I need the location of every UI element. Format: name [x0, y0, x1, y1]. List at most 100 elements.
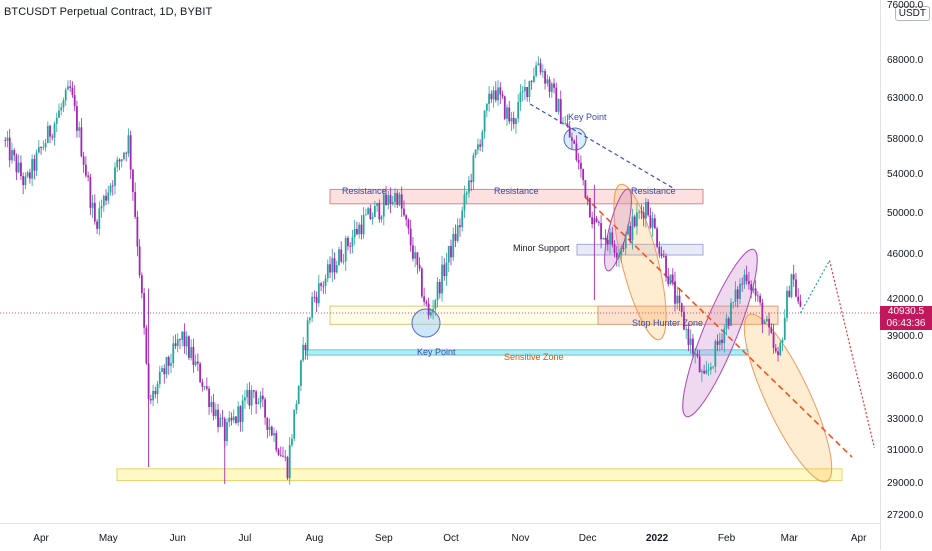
candle-body: [114, 167, 116, 186]
candle-body: [636, 212, 638, 227]
candle-body: [127, 135, 130, 154]
candle-body: [723, 328, 726, 344]
candle-body: [602, 238, 605, 240]
candle-body: [311, 296, 314, 318]
chart-area[interactable]: BTCUSDT Perpetual Contract, 1D, BYBIT Re…: [0, 0, 880, 523]
candle-body: [750, 284, 753, 291]
candle-body: [680, 303, 683, 312]
candle-body: [134, 192, 137, 217]
time-axis[interactable]: Apr May Jun Jul Aug Sep Oct Nov Dec 2022 Feb Mar Apr: [0, 523, 880, 551]
candle-body: [481, 131, 484, 147]
candle-body: [73, 95, 76, 107]
candle-body: [282, 455, 284, 457]
candle-body: [389, 195, 392, 204]
candle-body: [609, 232, 611, 245]
candle-body: [405, 215, 408, 220]
candle-body: [768, 318, 770, 328]
candle-body: [371, 217, 374, 219]
candle-body: [20, 162, 22, 177]
candle-body: [167, 357, 170, 366]
candle-body: [559, 99, 562, 124]
candle-body: [694, 353, 697, 355]
currency-badge[interactable]: USDT: [894, 6, 930, 21]
key-point-circle-bottom: [411, 308, 441, 338]
candle-body: [149, 399, 152, 401]
candle-body: [512, 117, 515, 125]
candle-body: [703, 370, 706, 374]
candle-body: [566, 123, 569, 127]
candle-body: [479, 144, 482, 147]
candle-body: [145, 327, 148, 364]
candle-body: [432, 309, 434, 313]
candle-body: [452, 233, 455, 258]
candle-body: [777, 351, 779, 356]
candle-body: [308, 317, 311, 321]
minor-support-label: Minor Support: [513, 243, 570, 253]
candle-body: [268, 426, 271, 430]
candle-body: [584, 180, 587, 198]
time-tick: Nov: [511, 533, 530, 544]
candle-body: [219, 417, 222, 427]
candle-body: [194, 361, 197, 365]
candle-body: [179, 339, 181, 341]
candle-body: [349, 246, 352, 247]
candle-body: [761, 302, 764, 324]
candle-body: [564, 123, 567, 125]
candle-body: [360, 224, 363, 235]
candle-body: [351, 237, 354, 247]
candle-body: [53, 123, 56, 138]
candle-body: [76, 106, 78, 131]
candle-body: [580, 162, 582, 169]
candle-body: [255, 391, 258, 404]
candle-body: [748, 281, 750, 285]
candle-body: [291, 438, 293, 446]
candle-body: [515, 118, 517, 125]
candle-body: [407, 219, 410, 229]
candle-body: [665, 256, 667, 277]
candle-body: [304, 344, 307, 351]
price-axis[interactable]: USDT 76000.0 68000.0 63000.0 58000.0 54000.0…: [880, 0, 932, 550]
chart-plot[interactable]: [0, 0, 880, 523]
candle-body: [235, 416, 237, 423]
candle-body: [799, 301, 802, 307]
candle-body: [400, 194, 403, 209]
candle-body: [611, 232, 614, 245]
candle-body: [537, 63, 540, 66]
candle-body: [727, 318, 730, 326]
candle-body: [510, 117, 513, 122]
candle-body: [91, 202, 94, 208]
candle-body: [324, 278, 327, 286]
candle-body: [624, 234, 627, 249]
candle-body: [732, 301, 735, 303]
candle-body: [647, 202, 650, 216]
candle-body: [183, 331, 186, 347]
candle-body: [795, 279, 797, 297]
candle-body: [49, 125, 51, 137]
candle-body: [420, 268, 423, 297]
candle-body: [6, 137, 9, 141]
candle-body: [125, 152, 128, 154]
candle-body: [674, 281, 676, 304]
candle-body: [17, 162, 20, 173]
price-tick: 29000.0: [887, 478, 924, 489]
candle-body: [37, 147, 40, 153]
candle-body: [423, 296, 426, 302]
candle-body: [786, 290, 788, 318]
candle-body: [595, 218, 598, 222]
candle-body: [129, 135, 132, 170]
candle-body: [196, 361, 199, 364]
candle-body: [362, 215, 365, 235]
candle-body: [640, 211, 643, 213]
time-tick: Apr: [850, 533, 867, 544]
candles: [4, 56, 802, 485]
candle-body: [651, 218, 654, 228]
candle-body: [443, 264, 446, 277]
candle-body: [656, 228, 658, 247]
time-tick: Sep: [374, 533, 393, 544]
candle-body: [627, 225, 629, 235]
candle-body: [89, 177, 92, 208]
candle-body: [548, 79, 551, 92]
candle-body: [212, 402, 215, 417]
candle-body: [562, 123, 564, 125]
candle-body: [667, 276, 670, 285]
